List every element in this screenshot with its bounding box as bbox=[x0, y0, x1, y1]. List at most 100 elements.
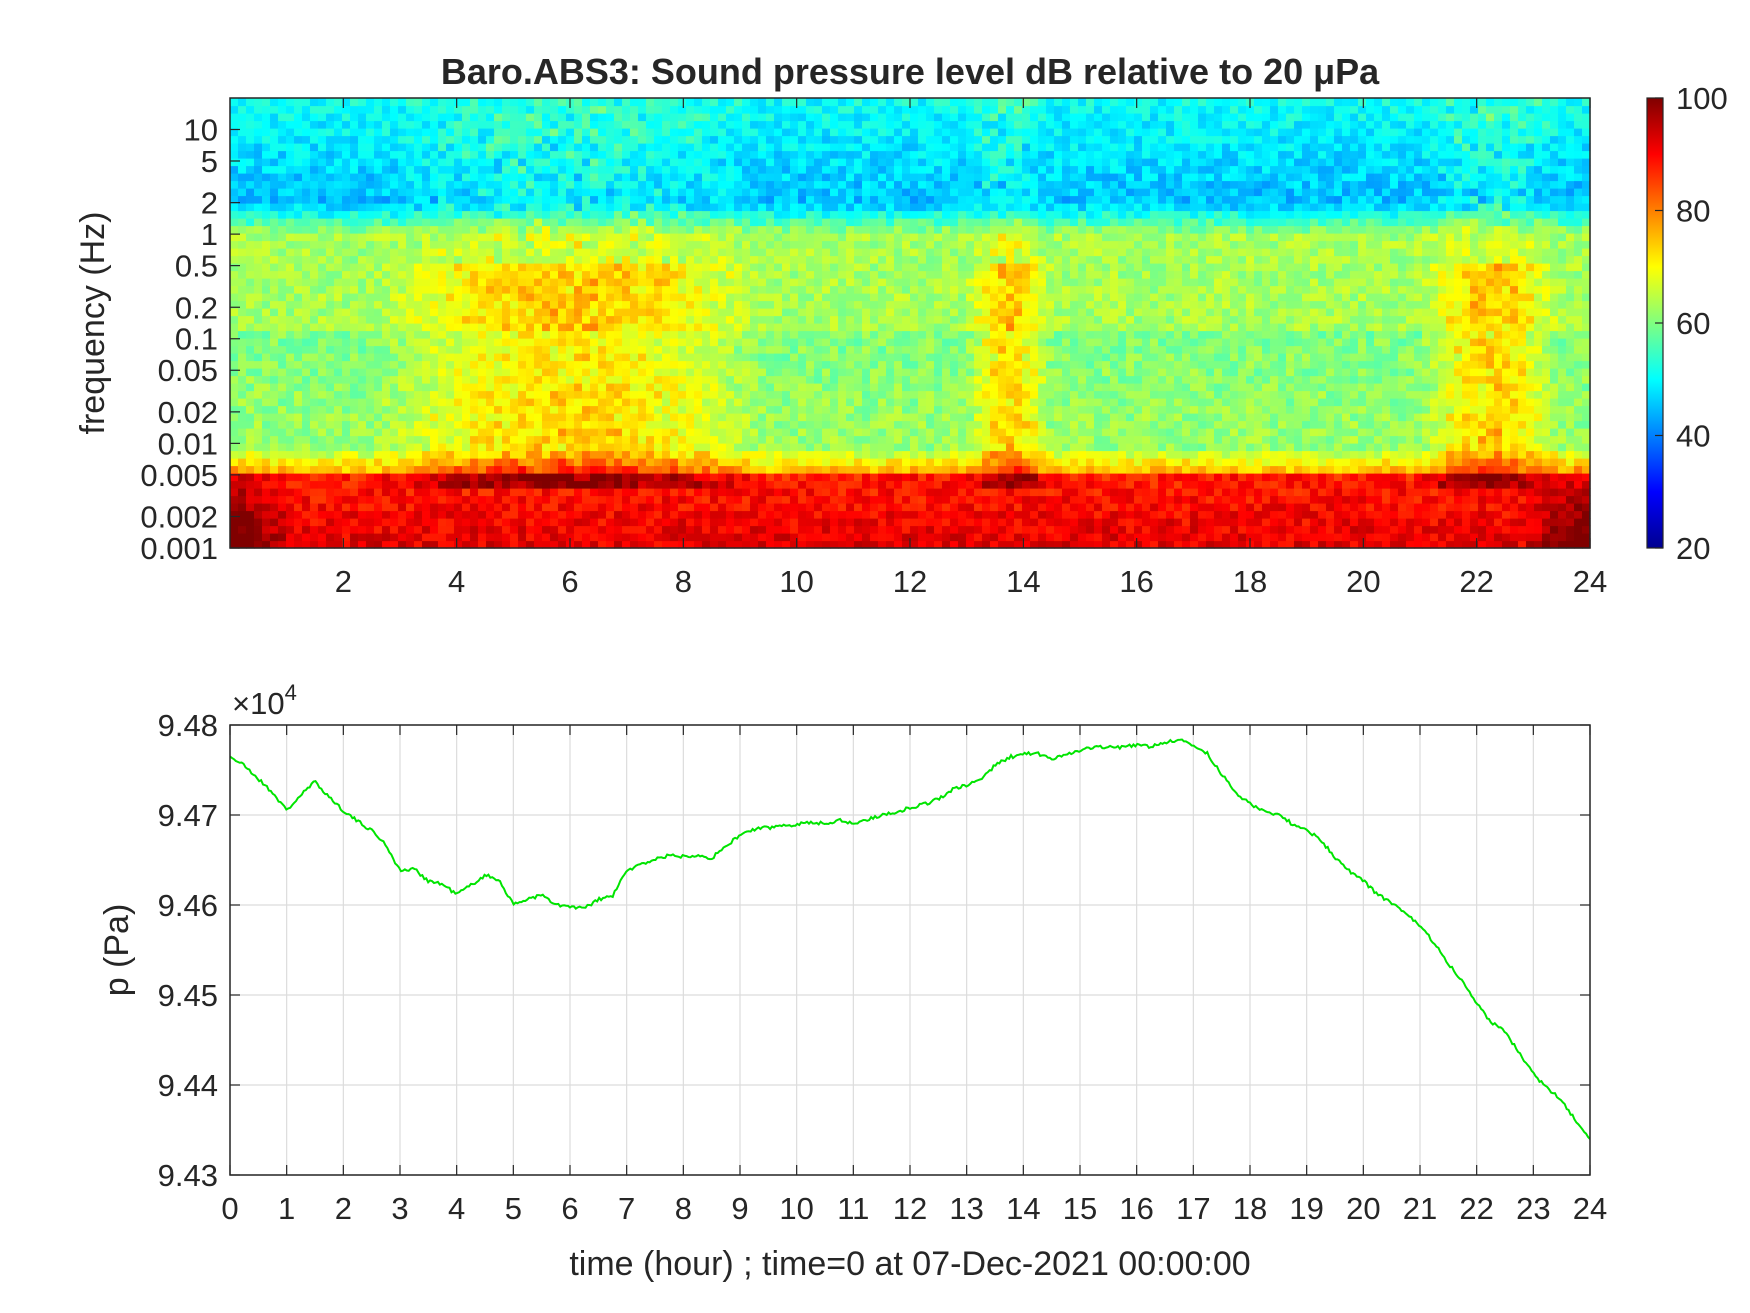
spectrogram-cell bbox=[446, 540, 455, 549]
spectrogram-cell bbox=[262, 510, 271, 519]
spectrogram-cell bbox=[886, 353, 895, 362]
spectrogram-cell bbox=[334, 308, 343, 317]
spectrogram-cell bbox=[870, 128, 879, 137]
spectrogram-cell bbox=[814, 225, 823, 234]
spectrogram-cell bbox=[542, 353, 551, 362]
spectrogram-cell bbox=[446, 450, 455, 459]
spectrogram-cell bbox=[366, 180, 375, 189]
spectrogram-cell bbox=[238, 383, 247, 392]
spectrogram-cell bbox=[806, 285, 815, 294]
spectrogram-cell bbox=[262, 533, 271, 542]
spectrogram-cell bbox=[774, 315, 783, 324]
spectrogram-cell bbox=[606, 540, 615, 549]
spectrogram-cell bbox=[742, 263, 751, 272]
spectrogram-cell bbox=[462, 420, 471, 429]
spectrogram-cell bbox=[350, 345, 359, 354]
spectrogram-cell bbox=[886, 540, 895, 549]
spectrogram-cell bbox=[742, 443, 751, 452]
spectrogram-cell bbox=[846, 218, 855, 227]
spectrogram-cell bbox=[886, 218, 895, 227]
spectrogram-cell bbox=[302, 375, 311, 384]
spectrogram-cell bbox=[446, 510, 455, 519]
spectrogram-cell bbox=[894, 518, 903, 527]
spectrogram-cell bbox=[398, 338, 407, 347]
spectrogram-cell bbox=[406, 248, 415, 257]
spectrogram-cell bbox=[262, 503, 271, 512]
spectrogram-cell bbox=[254, 338, 263, 347]
spectrogram-cell bbox=[694, 233, 703, 242]
spectrogram-cell bbox=[286, 330, 295, 339]
spectrogram-cell bbox=[750, 278, 759, 287]
spectrogram-cell bbox=[502, 450, 511, 459]
spectrogram-cell bbox=[454, 308, 463, 317]
spectrogram-cell bbox=[286, 278, 295, 287]
spectrogram-cell bbox=[414, 173, 423, 182]
spectrogram-cell bbox=[286, 353, 295, 362]
spectrogram-cell bbox=[238, 405, 247, 414]
spectrogram-cell bbox=[438, 218, 447, 227]
spectrogram-cell bbox=[862, 473, 871, 482]
spectrogram-cell bbox=[878, 308, 887, 317]
spectrogram-cell bbox=[318, 210, 327, 219]
spectrogram-cell bbox=[422, 390, 431, 399]
spectrogram-cell bbox=[606, 128, 615, 137]
spectrogram-cell bbox=[614, 120, 623, 129]
spectrogram-cell bbox=[326, 195, 335, 204]
spectrogram-cell bbox=[526, 338, 535, 347]
spectrogram-cell bbox=[718, 390, 727, 399]
spectrogram-cell bbox=[654, 330, 663, 339]
spectrogram-cell bbox=[574, 345, 583, 354]
spectrogram-cell bbox=[862, 405, 871, 414]
spectrogram-cell bbox=[606, 368, 615, 377]
spectrogram-cell bbox=[358, 255, 367, 264]
spectrogram-cell bbox=[846, 315, 855, 324]
spectrogram-cell bbox=[246, 240, 255, 249]
spectrogram-cell bbox=[662, 503, 671, 512]
spectrogram-cell bbox=[838, 233, 847, 242]
spectrogram-cell bbox=[470, 150, 479, 159]
spectrogram-cell bbox=[518, 338, 527, 347]
spectrogram-cell bbox=[870, 240, 879, 249]
spectrogram-cell bbox=[446, 120, 455, 129]
spectrogram-cell bbox=[270, 368, 279, 377]
spectrogram-cell bbox=[870, 458, 879, 467]
spectrogram-cell bbox=[558, 180, 567, 189]
spectrogram-cell bbox=[294, 323, 303, 332]
spectrogram-cell bbox=[230, 150, 239, 159]
spectrogram-cell bbox=[430, 158, 439, 167]
spectrogram-cell bbox=[798, 360, 807, 369]
spectrogram-cell bbox=[686, 248, 695, 257]
spectrogram-cell bbox=[702, 293, 711, 302]
spectrogram-cell bbox=[630, 255, 639, 264]
spectrogram-cell bbox=[390, 203, 399, 212]
spectrogram-cell bbox=[614, 158, 623, 167]
spectrogram-cell bbox=[542, 195, 551, 204]
spectrogram-cell bbox=[662, 195, 671, 204]
spectrogram-cell bbox=[350, 225, 359, 234]
spectrogram-cell bbox=[766, 368, 775, 377]
spectrogram-cell bbox=[718, 203, 727, 212]
spectrogram-cell bbox=[662, 285, 671, 294]
spectrogram-cell bbox=[310, 495, 319, 504]
spectrogram-cell bbox=[590, 480, 599, 489]
spectrogram-cell bbox=[686, 443, 695, 452]
spectrogram-cell bbox=[510, 413, 519, 422]
spectrogram-cell bbox=[710, 218, 719, 227]
spectrogram-cell bbox=[262, 203, 271, 212]
spectrogram-cell bbox=[886, 398, 895, 407]
spectrogram-cell bbox=[398, 248, 407, 257]
spectrogram-cell bbox=[774, 225, 783, 234]
spectrogram-cell bbox=[886, 405, 895, 414]
spectrogram-cell bbox=[502, 518, 511, 527]
spectrogram-cell bbox=[614, 323, 623, 332]
spectrogram-cell bbox=[334, 105, 343, 114]
spectrogram-cell bbox=[326, 105, 335, 114]
spectrogram-cell bbox=[670, 195, 679, 204]
spectrogram-cell bbox=[318, 443, 327, 452]
spectrogram-cell bbox=[278, 285, 287, 294]
spectrogram-cell bbox=[606, 323, 615, 332]
spectrogram-cell bbox=[438, 248, 447, 257]
spectrogram-cell bbox=[734, 338, 743, 347]
spectrogram-cell bbox=[782, 428, 791, 437]
spectrogram-cell bbox=[318, 473, 327, 482]
